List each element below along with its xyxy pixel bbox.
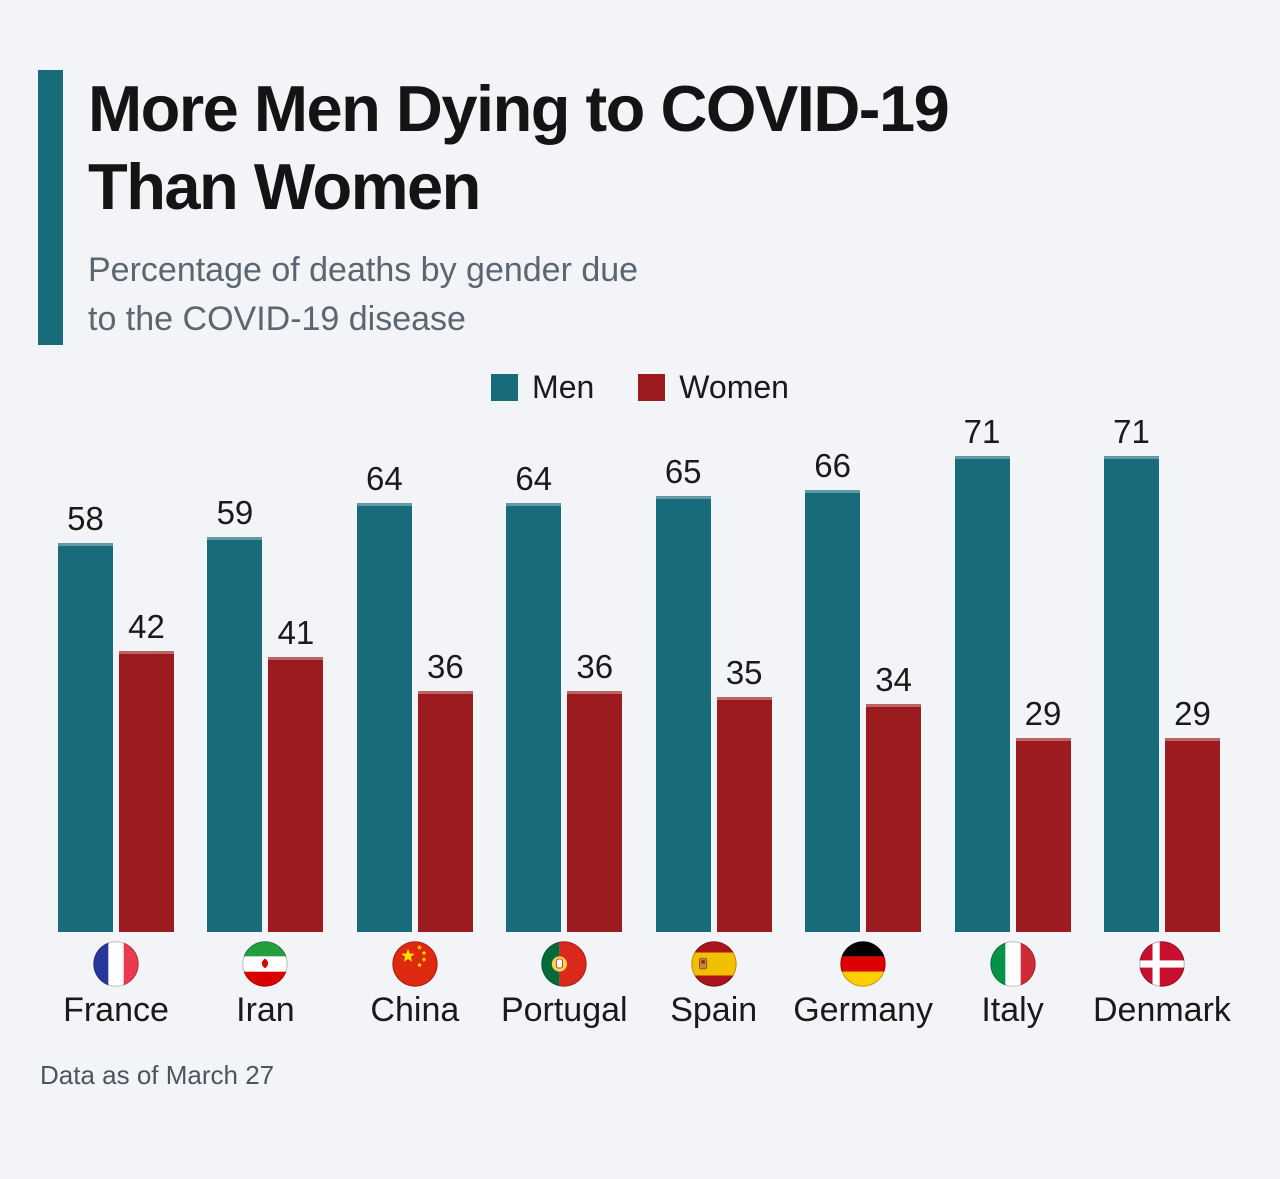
men-value-label: 64	[365, 459, 403, 497]
women-value-label: 41	[277, 613, 315, 651]
country-label-china: China	[370, 990, 460, 1029]
men-value-label: 71	[963, 412, 1001, 450]
chart-group-france: 58 42 France	[58, 410, 174, 1030]
men-bar-column: 65	[655, 452, 711, 932]
bar-pair: 64 36	[506, 410, 623, 932]
women-value-label: 36	[576, 647, 614, 685]
men-bar	[356, 502, 412, 932]
accent-bar	[38, 70, 63, 345]
women-value-label: 42	[128, 607, 165, 645]
page-title: More Men Dying to COVID-19 Than Women	[88, 70, 950, 226]
header: More Men Dying to COVID-19 Than Women Pe…	[38, 70, 1240, 345]
bar-pair: 64 36	[356, 410, 473, 932]
chart-group-germany: 66 34 Germany	[793, 410, 933, 1030]
country-label-spain: Spain	[670, 990, 758, 1029]
men-value-label: 59	[216, 493, 254, 531]
subtitle-line-1: Percentage of deaths by gender due	[88, 251, 639, 289]
title-line-2: Than Women	[88, 150, 481, 223]
men-bar-column: 71	[954, 412, 1010, 932]
men-bar	[1103, 455, 1159, 932]
women-bar-column: 36	[417, 647, 473, 932]
men-bar-column: 64	[506, 459, 562, 932]
women-bar-column: 29	[1015, 694, 1071, 932]
china-flag-icon	[392, 940, 438, 987]
women-bar-column: 29	[1164, 694, 1220, 932]
legend: Men Women	[0, 369, 1280, 406]
legend-item-women: Women	[638, 369, 789, 406]
women-bar	[1015, 737, 1071, 932]
footer-note: Data as of March 27	[40, 1059, 275, 1090]
women-bar	[119, 650, 174, 932]
infographic-page: More Men Dying to COVID-19 Than Women Pe…	[0, 70, 1280, 1091]
men-bar-column: 66	[805, 446, 861, 932]
women-bar-column: 35	[716, 653, 772, 932]
men-bar	[655, 495, 711, 932]
legend-women-label: Women	[679, 368, 789, 405]
legend-item-men: Men	[491, 369, 594, 406]
chart-group-denmark: 71 29 Denmark	[1093, 410, 1231, 1030]
women-bar	[417, 690, 473, 932]
men-value-label: 65	[664, 452, 702, 490]
women-value-label: 34	[875, 660, 912, 698]
men-value-label: 64	[515, 459, 553, 497]
women-bar	[716, 696, 772, 932]
bar-pair: 65 35	[655, 410, 772, 932]
chart-group-spain: 65 35 Spain	[655, 410, 772, 1030]
bar-chart: 58 42 France 59 41 Iran 64 36 China 64 36 Portugal 6…	[0, 410, 1280, 1030]
women-bar	[866, 703, 922, 932]
women-swatch-icon	[638, 373, 666, 401]
country-label-germany: Germany	[793, 990, 934, 1029]
women-bar	[567, 690, 623, 932]
bar-pair: 71 29	[954, 410, 1071, 932]
men-bar	[506, 502, 562, 932]
chart-group-portugal: 64 36 Portugal	[501, 410, 628, 1030]
women-value-label: 36	[426, 647, 464, 685]
subtitle-line-2: to the COVID-19 disease	[88, 300, 466, 339]
country-label-france: France	[63, 990, 169, 1029]
women-bar	[268, 656, 324, 932]
women-bar-column: 36	[567, 647, 623, 932]
bar-pair: 58 42	[58, 410, 174, 932]
germany-flag-icon	[840, 940, 886, 987]
women-bar	[1164, 737, 1220, 932]
men-value-label: 58	[67, 499, 104, 537]
country-label-italy: Italy	[981, 990, 1044, 1029]
france-flag-icon	[93, 940, 139, 987]
denmark-flag-icon	[1139, 940, 1185, 987]
chart-group-iran: 59 41 Iran	[207, 410, 324, 1030]
men-swatch-icon	[491, 373, 519, 401]
women-bar-column: 41	[268, 613, 324, 932]
men-bar	[207, 536, 263, 932]
bar-pair: 66 34	[805, 410, 922, 932]
women-bar-column: 42	[119, 608, 174, 932]
country-label-iran: Iran	[236, 990, 295, 1029]
women-bar-column: 34	[866, 660, 922, 932]
italy-flag-icon	[989, 940, 1036, 987]
bar-pair: 59 41	[207, 410, 324, 932]
women-value-label: 29	[1024, 694, 1062, 732]
country-label-denmark: Denmark	[1092, 990, 1231, 1029]
country-label-portugal: Portugal	[500, 990, 628, 1029]
legend-men-label: Men	[532, 368, 595, 405]
title-line-1: More Men Dying to COVID-19	[88, 72, 950, 145]
women-value-label: 35	[725, 653, 763, 691]
men-bar-column: 59	[207, 493, 263, 932]
men-value-label: 71	[1113, 412, 1150, 450]
portugal-flag-icon	[541, 940, 587, 987]
iran-flag-icon	[242, 940, 289, 987]
men-bar-column: 58	[58, 500, 113, 932]
men-value-label: 66	[814, 446, 851, 484]
men-bar	[954, 455, 1010, 932]
header-text: More Men Dying to COVID-19 Than Women Pe…	[88, 70, 950, 345]
bar-pair: 71 29	[1103, 410, 1220, 932]
men-bar	[58, 542, 113, 932]
chart-group-italy: 71 29 Italy	[954, 410, 1071, 1030]
subtitle: Percentage of deaths by gender due to th…	[88, 246, 948, 345]
men-bar-column: 71	[1103, 412, 1159, 932]
chart-group-china: 64 36 China	[356, 410, 473, 1030]
men-bar	[805, 489, 861, 932]
women-value-label: 29	[1174, 694, 1211, 732]
men-bar-column: 64	[356, 459, 412, 932]
spain-flag-icon	[690, 940, 737, 987]
